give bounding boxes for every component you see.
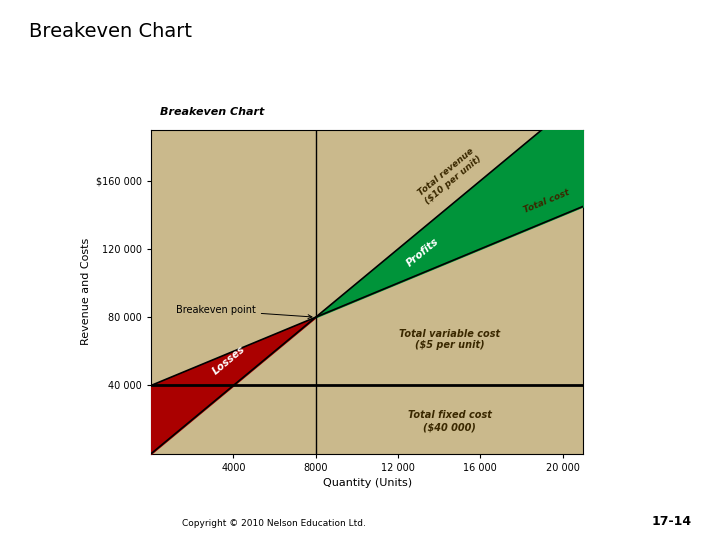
Y-axis label: Revenue and Costs: Revenue and Costs [81, 238, 91, 345]
Text: Breakeven point: Breakeven point [176, 305, 312, 319]
Text: Total fixed cost
($40 000): Total fixed cost ($40 000) [408, 410, 492, 432]
X-axis label: Quantity (Units): Quantity (Units) [323, 478, 412, 488]
Text: Breakeven Chart: Breakeven Chart [29, 22, 192, 40]
Text: Losses: Losses [211, 343, 248, 376]
Text: Copyright © 2010 Nelson Education Ltd.: Copyright © 2010 Nelson Education Ltd. [181, 519, 366, 528]
Text: Total revenue
($10 per unit): Total revenue ($10 per unit) [416, 146, 483, 206]
Text: Breakeven Chart: Breakeven Chart [160, 106, 264, 117]
Text: Total variable cost
($5 per unit): Total variable cost ($5 per unit) [399, 328, 500, 350]
Text: Total cost: Total cost [522, 188, 570, 215]
Text: Profits: Profits [405, 236, 441, 268]
Text: 17-14: 17-14 [651, 515, 691, 528]
